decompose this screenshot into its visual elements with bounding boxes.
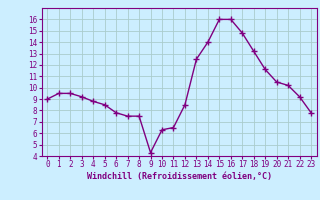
X-axis label: Windchill (Refroidissement éolien,°C): Windchill (Refroidissement éolien,°C) bbox=[87, 172, 272, 181]
